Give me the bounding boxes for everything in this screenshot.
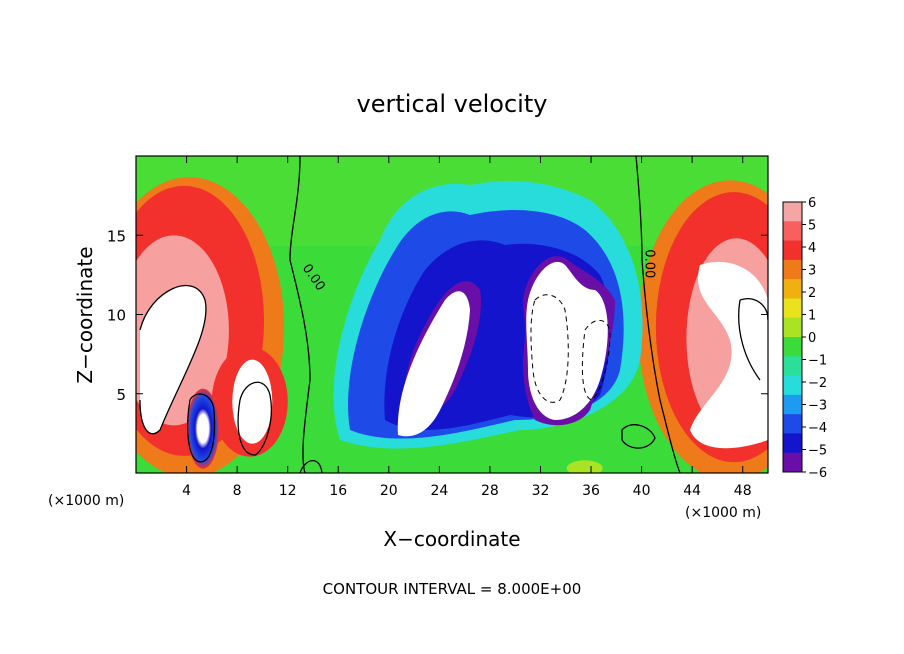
colorbar-tick-label: 3 (808, 264, 816, 279)
downdraft-pocket (186, 388, 219, 469)
colorbar-band (783, 433, 802, 454)
colorbar: 6 5 4 3 2 1 0 −1 −2 −3 −4 −5 −6 (782, 196, 827, 481)
colorbar-band (783, 394, 802, 415)
colorbar-tick-label: 0 (808, 331, 816, 346)
contour-negative-1 (530, 294, 569, 403)
x-tick-label: 28 (481, 483, 499, 499)
colorbar-tick-label: −1 (808, 354, 827, 369)
contour-updraft-left-lower (237, 381, 272, 456)
x-tick-label: 48 (734, 483, 752, 499)
contour-updraft-left (139, 284, 207, 435)
contour-interval-note: CONTOUR INTERVAL = 8.000E+00 (323, 580, 582, 598)
colorbar-tick-label: 6 (808, 196, 816, 211)
colorbar-band (783, 202, 802, 222)
colorbar-tick-label: −4 (808, 421, 827, 436)
contour-bottom-loop (299, 459, 323, 473)
updraft-right-core (690, 261, 768, 449)
contour-zero-right (635, 156, 681, 473)
colorbar-band (783, 298, 802, 319)
colorbar-band (783, 221, 802, 242)
x-unit-right: (×1000 m) (685, 505, 761, 521)
colorbar-tick-label: 5 (808, 219, 816, 234)
colorbar-tick-label: 1 (808, 309, 816, 324)
colorbar-band (783, 414, 802, 434)
x-axis-label: X−coordinate (383, 527, 520, 551)
contour-lines (139, 156, 768, 473)
x-tick-label: 32 (532, 483, 550, 499)
colorbar-band (783, 279, 802, 299)
colorbar-tick-label: 4 (808, 241, 816, 256)
colorbar-band (783, 259, 802, 280)
surface-spot (566, 460, 603, 473)
colorbar-band (783, 317, 802, 338)
y-axis-label: Z−coordinate (73, 246, 97, 383)
x-tick-label: 20 (380, 483, 398, 499)
x-tick-label: 12 (279, 483, 297, 499)
x-tick-label: 8 (233, 483, 242, 499)
colorbar-band (783, 356, 802, 377)
downdraft-left-core (397, 291, 470, 437)
y-tick-label: 5 (116, 386, 126, 404)
colorbar-tick-label: −6 (808, 466, 827, 481)
x-tick-label: 40 (633, 483, 651, 499)
x-tick-label: 4 (182, 483, 191, 499)
colorbar-tick-label: −3 (808, 399, 827, 414)
downdraft-right-core (526, 261, 608, 420)
x-axis-ticks: 4 8 12 16 20 24 28 32 36 40 44 48 (182, 156, 752, 499)
x-tick-label: 24 (430, 483, 448, 499)
contour-small-loop (621, 424, 656, 449)
colorbar-band (783, 375, 802, 396)
chart-title: vertical velocity (357, 90, 548, 118)
contour-negative-2 (581, 320, 611, 401)
contour-downdraft-pocket (187, 393, 216, 463)
colorbar-tick-label: 2 (808, 286, 816, 301)
y-tick-label: 15 (107, 227, 126, 245)
colorbar-tick-label: −5 (808, 444, 827, 459)
x-unit-left: (×1000 m) (48, 493, 124, 509)
contour-label-2: 0.00 (641, 249, 656, 278)
colorbar-band (783, 452, 802, 473)
heatmap-field (136, 156, 768, 473)
x-tick-label: 44 (683, 483, 701, 499)
contour-zero-left (289, 156, 311, 473)
x-tick-label: 36 (582, 483, 600, 499)
colorbar-band (783, 337, 802, 357)
updraft-left-core (140, 285, 206, 434)
x-tick-label: 16 (329, 483, 347, 499)
colorbar-band (783, 240, 802, 261)
y-axis-ticks: 5 10 15 (107, 227, 768, 404)
updraft-left-lower-core (232, 359, 273, 444)
y-tick-label: 10 (107, 307, 126, 325)
colorbar-tick-label: −2 (808, 376, 827, 391)
